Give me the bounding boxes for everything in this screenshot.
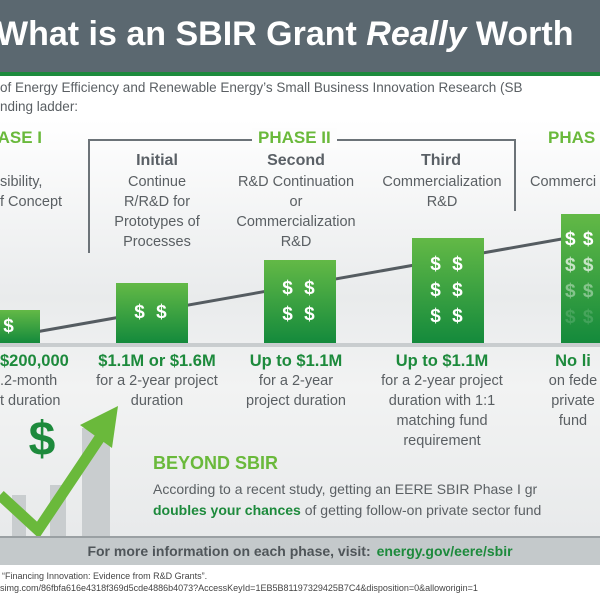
initial-desc: Continue R/R&D for Prototypes of Processes [114, 174, 200, 250]
dollar-icon: $ $ [565, 228, 595, 250]
third-desc: Commercialization R&D [382, 174, 502, 210]
second-desc: R&D Continuation or Commercialization R&D [236, 174, 356, 250]
sub-third: Third [421, 152, 461, 169]
phase3-label: PHAS [548, 128, 596, 147]
phase1-label: PHASE I [0, 128, 43, 147]
phase3-desc: Commerci [530, 174, 597, 190]
growth-arrow-icon: $ [0, 406, 118, 536]
dollar-icon: $ $ [430, 279, 466, 301]
beyond-line-1: According to a recent study, getting an … [153, 481, 538, 497]
intro-line-2: nding ladder: [0, 99, 79, 114]
dollar-icon: $ $ [282, 277, 318, 299]
initial-amount: $1.1M or $1.6M for a 2-year project durati… [96, 352, 218, 409]
footnote-2[interactable]: simg.com/86fbfa616e4318f369d5cde4886b407… [0, 583, 478, 593]
second-amount: Up to $1.1M for a 2-year project duration [246, 352, 346, 409]
phase2-label: PHASE II [252, 128, 337, 148]
footnote-1: “Financing Innovation: Evidence from R&D… [2, 571, 208, 581]
phase3-amount: No li on fede private fund [548, 352, 598, 429]
bar-third: $ $ $ $ $ $ [412, 238, 484, 343]
dollar-icon: $ $ [134, 302, 170, 323]
dollar-icon: $ $ [282, 303, 318, 325]
dollar-icon: $ $ [430, 305, 466, 327]
footer-bar: For more information on each phase, visi… [0, 536, 600, 565]
header-divider [0, 72, 600, 76]
dollar-icon: $ $ [565, 254, 595, 276]
dollar-icon: $ $ [565, 280, 595, 302]
third-amount: Up to $1.1M for a 2-year project duration … [381, 352, 503, 449]
sub-initial: Initial [136, 152, 178, 169]
bar-second: $ $ $ $ [264, 260, 336, 343]
beyond-line-2: doubles your chances of getting follow-o… [153, 502, 542, 518]
ladder-baseline [0, 343, 600, 347]
header-banner: What is an SBIR Grant Really Worth [0, 0, 600, 72]
phase2-bracket-right [514, 139, 516, 211]
phase1-desc: sibility, f Concept [0, 174, 63, 210]
footer-link[interactable]: energy.gov/eere/sbir [376, 543, 513, 559]
dollar-icon: $ $ [565, 306, 595, 328]
phase1-amount: $200,000.2-month t duration [0, 352, 69, 409]
page-title: What is an SBIR Grant Really Worth [0, 15, 574, 53]
bar-phase3: $ $ $ $ $ $ $ $ [561, 214, 600, 343]
sub-second: Second [267, 152, 325, 169]
bar-initial: $ $ [116, 283, 188, 343]
bar-phase1: $ [0, 310, 40, 343]
dollar-icon: $ $ [430, 253, 466, 275]
beyond-title: BEYOND SBIR [153, 453, 279, 473]
dollar-icon: $ [29, 413, 56, 466]
footer-text: For more information on each phase, visi… [87, 543, 371, 559]
dollar-icon: $ [3, 315, 17, 337]
intro-line-1: of Energy Efficiency and Renewable Energ… [0, 80, 523, 95]
